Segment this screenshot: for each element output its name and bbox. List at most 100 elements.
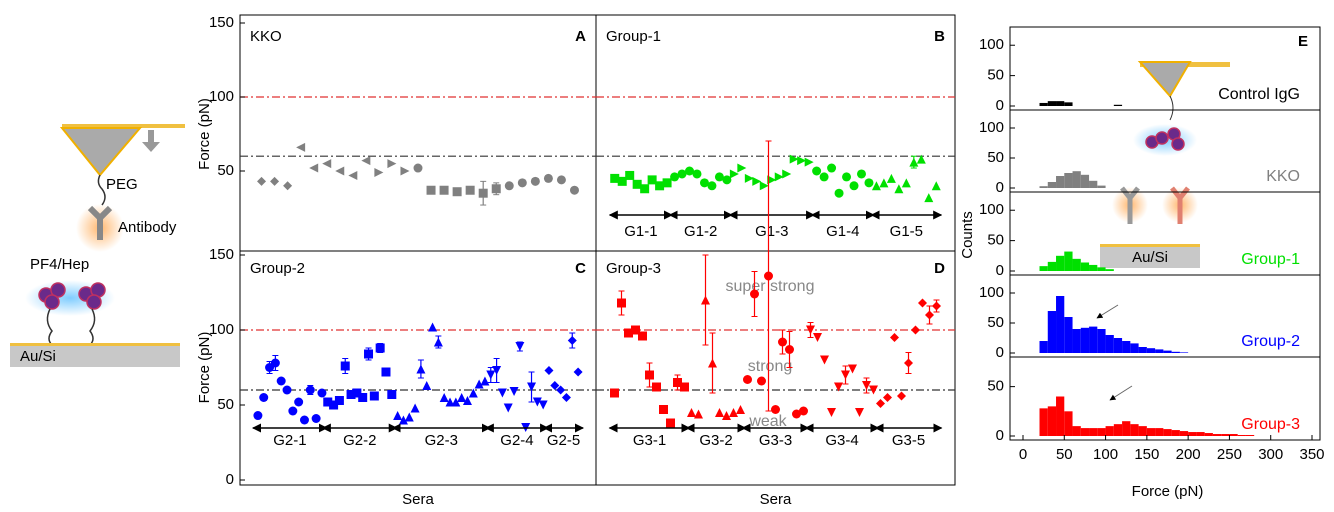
histogram-bar (1039, 102, 1048, 106)
point (767, 175, 777, 185)
point (812, 166, 822, 176)
histogram-bar (1047, 101, 1057, 106)
frame (239, 14, 956, 486)
point (652, 382, 661, 392)
point (722, 175, 732, 185)
point (804, 157, 814, 167)
point (729, 408, 738, 417)
histogram-bar (1171, 351, 1180, 353)
point (404, 412, 414, 422)
point (782, 169, 792, 179)
point (468, 388, 478, 398)
histogram-bar (1113, 104, 1123, 106)
histogram-bar (1130, 424, 1139, 436)
point (737, 163, 747, 173)
panel-letter: D (934, 260, 945, 277)
x-tick-label: 50 (1056, 446, 1073, 463)
histogram-bar (1130, 343, 1139, 353)
panel-title: KKO (250, 28, 282, 45)
point (631, 325, 640, 335)
point (778, 337, 787, 347)
point (452, 187, 462, 197)
point (517, 178, 527, 188)
point (659, 405, 668, 414)
point (744, 173, 754, 183)
group-label: G2-4 (500, 432, 533, 449)
histogram-bar (1056, 296, 1065, 353)
point (497, 388, 507, 398)
point (451, 397, 461, 407)
antibody (1120, 186, 1140, 224)
y-tick-label: 50 (987, 314, 1004, 331)
schematic: PEG Antibody PF4/Hep Au/Si (10, 124, 185, 367)
y-tick-label: 100 (979, 284, 1004, 301)
y-tick-label: 50 (987, 378, 1004, 395)
point (834, 188, 844, 198)
point (515, 342, 525, 351)
point (569, 185, 579, 195)
histogram-bar (1229, 434, 1238, 436)
y-tick-label: 0 (996, 427, 1004, 444)
histogram-bar (1097, 267, 1106, 271)
point (931, 181, 941, 191)
point (374, 167, 384, 177)
point (692, 169, 702, 179)
point (722, 411, 731, 420)
point (348, 170, 358, 180)
point (334, 396, 344, 405)
y-tick-label: 100 (979, 119, 1004, 136)
histogram-bar (1064, 173, 1073, 188)
pf4-complex (1145, 127, 1185, 151)
x-axis-label: Force (pN) (1132, 483, 1204, 500)
antibody (87, 205, 113, 240)
pf4-label: PF4/Hep (30, 256, 89, 273)
gold-layer (10, 343, 180, 346)
point (492, 366, 502, 375)
peak-arrow (1096, 304, 1119, 319)
point (556, 175, 566, 185)
x-tick-label: 0 (1019, 446, 1027, 463)
histogram-bar (1179, 352, 1189, 353)
y-tick-label: 50 (217, 396, 234, 413)
x-tick-label: 200 (1176, 446, 1201, 463)
group-label: G1-3 (755, 223, 788, 240)
point (556, 385, 566, 395)
point (806, 325, 815, 335)
point (322, 159, 332, 169)
point (856, 169, 866, 179)
point (666, 418, 675, 428)
point (486, 370, 496, 380)
series-label: KKO (1266, 168, 1300, 185)
point (827, 408, 836, 417)
point (911, 325, 920, 335)
point (504, 181, 514, 191)
histogram-bar (1237, 435, 1246, 436)
point (317, 388, 327, 398)
point (387, 390, 397, 399)
y-tick-label: 100 (979, 36, 1004, 53)
point (270, 358, 280, 368)
point (708, 358, 717, 368)
point (789, 154, 799, 164)
histogram-bar (1097, 185, 1106, 188)
histogram-bar (1138, 426, 1147, 436)
point (714, 172, 724, 182)
antibody (1170, 186, 1190, 224)
point (422, 381, 432, 390)
point (283, 181, 293, 191)
antibody-label: Antibody (118, 219, 177, 236)
point (677, 169, 687, 179)
point (465, 185, 475, 195)
histogram-bar (1080, 262, 1090, 271)
point (478, 188, 488, 198)
annotation: strong (748, 358, 792, 375)
y-tick-label: 150 (209, 14, 234, 31)
point (759, 181, 769, 191)
point (413, 163, 423, 173)
histogram-bar (1155, 428, 1164, 436)
histogram-bar (1138, 347, 1147, 353)
point (400, 166, 410, 176)
histogram-bar (1097, 428, 1106, 436)
